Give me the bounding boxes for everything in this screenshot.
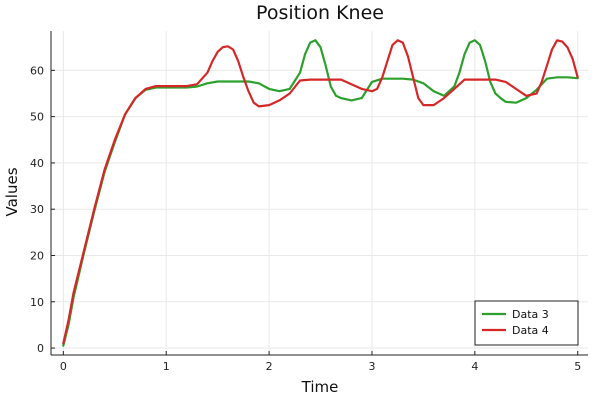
y-tick-labels: 0 10 20 30 40 50 60 [30, 64, 44, 355]
x-tick-label: 3 [368, 360, 375, 373]
grid [51, 31, 588, 355]
y-tick-label: 20 [30, 249, 44, 262]
series-line-data-4 [62, 39, 579, 345]
y-tick-label: 0 [37, 342, 44, 355]
x-tick-labels: 0 1 2 3 4 5 [60, 360, 581, 373]
y-tick-label: 10 [30, 296, 44, 309]
y-tick-label: 30 [30, 203, 44, 216]
series-line-data-3 [62, 39, 579, 347]
x-tick-label: 2 [266, 360, 273, 373]
x-tick-label: 5 [574, 360, 581, 373]
chart-title: Position Knee [256, 2, 384, 24]
legend-box [474, 300, 579, 346]
y-axis-title: Values [3, 167, 21, 216]
x-axis-title: Time [301, 378, 339, 396]
legend: Data 3 Data 4 [474, 300, 579, 346]
x-tick-label: 1 [163, 360, 170, 373]
series-lines [62, 39, 579, 347]
y-tick-label: 40 [30, 157, 44, 170]
y-tick-label: 60 [30, 64, 44, 77]
legend-label: Data 3 [512, 308, 549, 321]
x-tick-label: 4 [471, 360, 478, 373]
axes [50, 31, 588, 356]
y-tick-label: 50 [30, 111, 44, 124]
x-tick-label: 0 [60, 360, 67, 373]
legend-label: Data 4 [512, 324, 549, 337]
